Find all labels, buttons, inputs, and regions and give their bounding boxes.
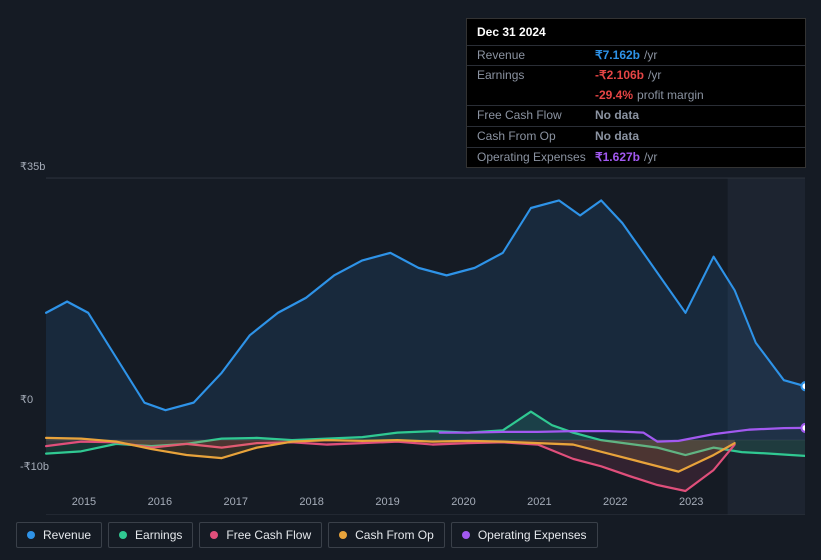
tooltip-row: Operating Expenses₹1.627b/yr (467, 147, 805, 168)
legend-item[interactable]: Cash From Op (328, 522, 445, 548)
financials-chart[interactable] (16, 160, 805, 515)
legend-swatch (339, 531, 347, 539)
legend-item[interactable]: Operating Expenses (451, 522, 598, 548)
legend-swatch (210, 531, 218, 539)
legend-label: Free Cash Flow (226, 528, 311, 542)
tooltip-row: Earnings-₹2.106b/yr (467, 65, 805, 86)
legend-label: Revenue (43, 528, 91, 542)
legend-item[interactable]: Free Cash Flow (199, 522, 322, 548)
tooltip-row: Free Cash FlowNo data (467, 105, 805, 126)
tooltip-row: Cash From OpNo data (467, 126, 805, 147)
legend-swatch (462, 531, 470, 539)
tooltip-title: Dec 31 2024 (467, 19, 805, 45)
tooltip-row: Revenue₹7.162b/yr (467, 45, 805, 66)
legend-item[interactable]: Earnings (108, 522, 193, 548)
legend-label: Earnings (135, 528, 182, 542)
legend-swatch (119, 531, 127, 539)
legend-swatch (27, 531, 35, 539)
chart-legend: Revenue Earnings Free Cash Flow Cash From O… (16, 522, 598, 548)
legend-item[interactable]: Revenue (16, 522, 102, 548)
legend-label: Operating Expenses (478, 528, 587, 542)
chart-tooltip: Dec 31 2024Revenue₹7.162b/yrEarnings-₹2.… (466, 18, 806, 168)
legend-label: Cash From Op (355, 528, 434, 542)
tooltip-row: -29.4%profit margin (467, 86, 805, 106)
